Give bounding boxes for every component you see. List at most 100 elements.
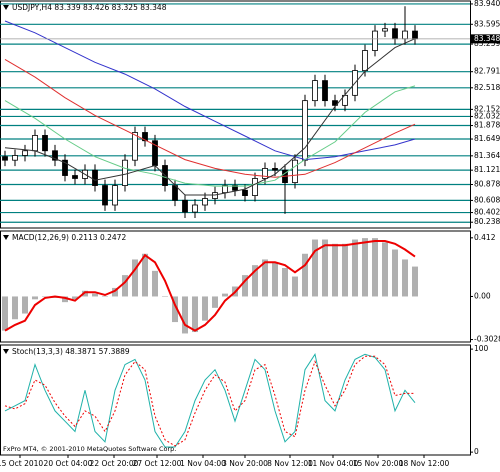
macd-bar	[322, 239, 328, 297]
macd-bar	[112, 287, 118, 297]
signal-line	[4, 240, 416, 332]
pane-title: USDJPY,H4 83.339 83.426 83.325 83.348	[12, 3, 167, 12]
candle-body	[92, 169, 98, 186]
macd-bar	[412, 266, 418, 297]
candle-body	[292, 159, 298, 184]
macd-bar	[282, 268, 288, 297]
macd-bar	[352, 239, 358, 297]
macd-bar	[162, 296, 168, 297]
y-tick-label: 83.259	[474, 39, 500, 48]
bid-label-box	[471, 34, 500, 44]
macd-bar	[292, 276, 298, 297]
y-tick-label: 100	[474, 344, 489, 353]
macd-bar	[92, 293, 98, 297]
macd-bar	[72, 296, 78, 300]
candle-body	[262, 168, 268, 179]
candle-body	[142, 132, 148, 142]
y-tick-label: 80.878	[474, 179, 500, 188]
candle-body	[192, 204, 198, 213]
macd-bar	[32, 296, 38, 300]
candle-body	[2, 156, 8, 161]
y-tick-label: 80.608	[474, 195, 500, 204]
x-tick-label: 3 Nov 20:00	[222, 459, 268, 468]
macd-bar	[212, 296, 218, 308]
macd-bar	[102, 296, 108, 297]
macd-bar	[332, 243, 338, 297]
macd-bar	[192, 296, 198, 333]
macd-bar	[182, 296, 188, 334]
macd-bar	[262, 259, 268, 297]
candle-body	[402, 30, 408, 40]
macd-bar	[122, 275, 128, 297]
candle-body	[232, 185, 238, 191]
y-tick-label: 0.00	[474, 291, 491, 300]
y-tick-label: 0.412	[474, 233, 496, 242]
moving-average	[4, 85, 416, 187]
candle-body	[112, 185, 118, 206]
macd-bar	[2, 296, 8, 331]
x-tick-label: 15 Nov 20:00	[353, 459, 404, 468]
moving-average	[4, 38, 416, 196]
candle-body	[32, 135, 38, 152]
macd-bar	[62, 296, 68, 303]
macd-bar	[242, 275, 248, 297]
y-tick-label: 83.940	[474, 0, 500, 8]
y-tick-label: 0	[474, 447, 479, 456]
y-tick-label: -0.3028	[474, 335, 500, 344]
candle-body	[322, 80, 328, 102]
x-tick-label: 8 Nov 12:00	[267, 459, 313, 468]
moving-average	[4, 58, 416, 178]
candle-body	[132, 132, 138, 161]
x-tick-label: 15 Oct 2010	[0, 459, 43, 468]
candle-body	[212, 192, 218, 199]
macd-bar	[22, 296, 28, 314]
macd-bar	[252, 265, 258, 297]
y-tick-label: 80.402	[474, 208, 500, 217]
x-tick-label: 18 Nov 12:00	[399, 459, 450, 468]
candle-body	[182, 199, 188, 213]
macd-bar	[132, 259, 138, 297]
candle-body	[242, 189, 248, 196]
y-tick-label: 81.121	[474, 165, 500, 174]
y-tick-label: 82.518	[474, 83, 500, 92]
macd-bar	[362, 238, 368, 297]
macd-bar	[172, 296, 178, 323]
candle-body	[12, 155, 18, 161]
x-tick-label: 20 Oct 04:00	[44, 459, 93, 468]
candle-body	[72, 175, 78, 179]
footer: FxPro MT4, © 2001-2010 MetaQuotes Softwa…	[3, 445, 176, 453]
candle-body	[122, 159, 128, 186]
macd-bar	[82, 290, 88, 297]
candle-body	[302, 100, 308, 161]
x-tick-label: 22 Oct 20:00	[90, 459, 139, 468]
candle-body	[62, 159, 68, 176]
y-tick-label: 82.032	[474, 111, 500, 120]
macd-bar	[222, 293, 228, 297]
y-tick-label: 82.152	[474, 104, 500, 113]
macd-bar	[382, 242, 388, 297]
y-tick-label: 81.364	[474, 151, 500, 160]
macd-bar	[142, 253, 148, 297]
y-tick-label: 81.878	[474, 121, 500, 130]
macd-bar	[152, 270, 158, 297]
bid-label: 83.348	[474, 34, 500, 43]
macd-bar	[312, 239, 318, 297]
macd-bar	[272, 262, 278, 297]
pane-icon	[3, 349, 9, 354]
x-tick-label: 1 Nov 04:00	[180, 459, 226, 468]
candle-body	[202, 198, 208, 206]
y-tick-label: 81.649	[474, 134, 500, 143]
candle-body	[42, 135, 48, 152]
x-tick-label: 27 Oct 12:00	[133, 459, 182, 468]
candle-body	[102, 185, 108, 206]
pane-title: Stoch(13,3,3) 48.3871 57.3889	[12, 347, 130, 356]
candle-body	[312, 80, 318, 102]
candle-body	[22, 150, 28, 156]
macd-bar	[12, 296, 18, 320]
candle-body	[382, 28, 388, 32]
candle-body	[412, 30, 418, 40]
candle-body	[172, 185, 178, 201]
candle-body	[392, 28, 398, 40]
pane-icon	[3, 235, 9, 240]
